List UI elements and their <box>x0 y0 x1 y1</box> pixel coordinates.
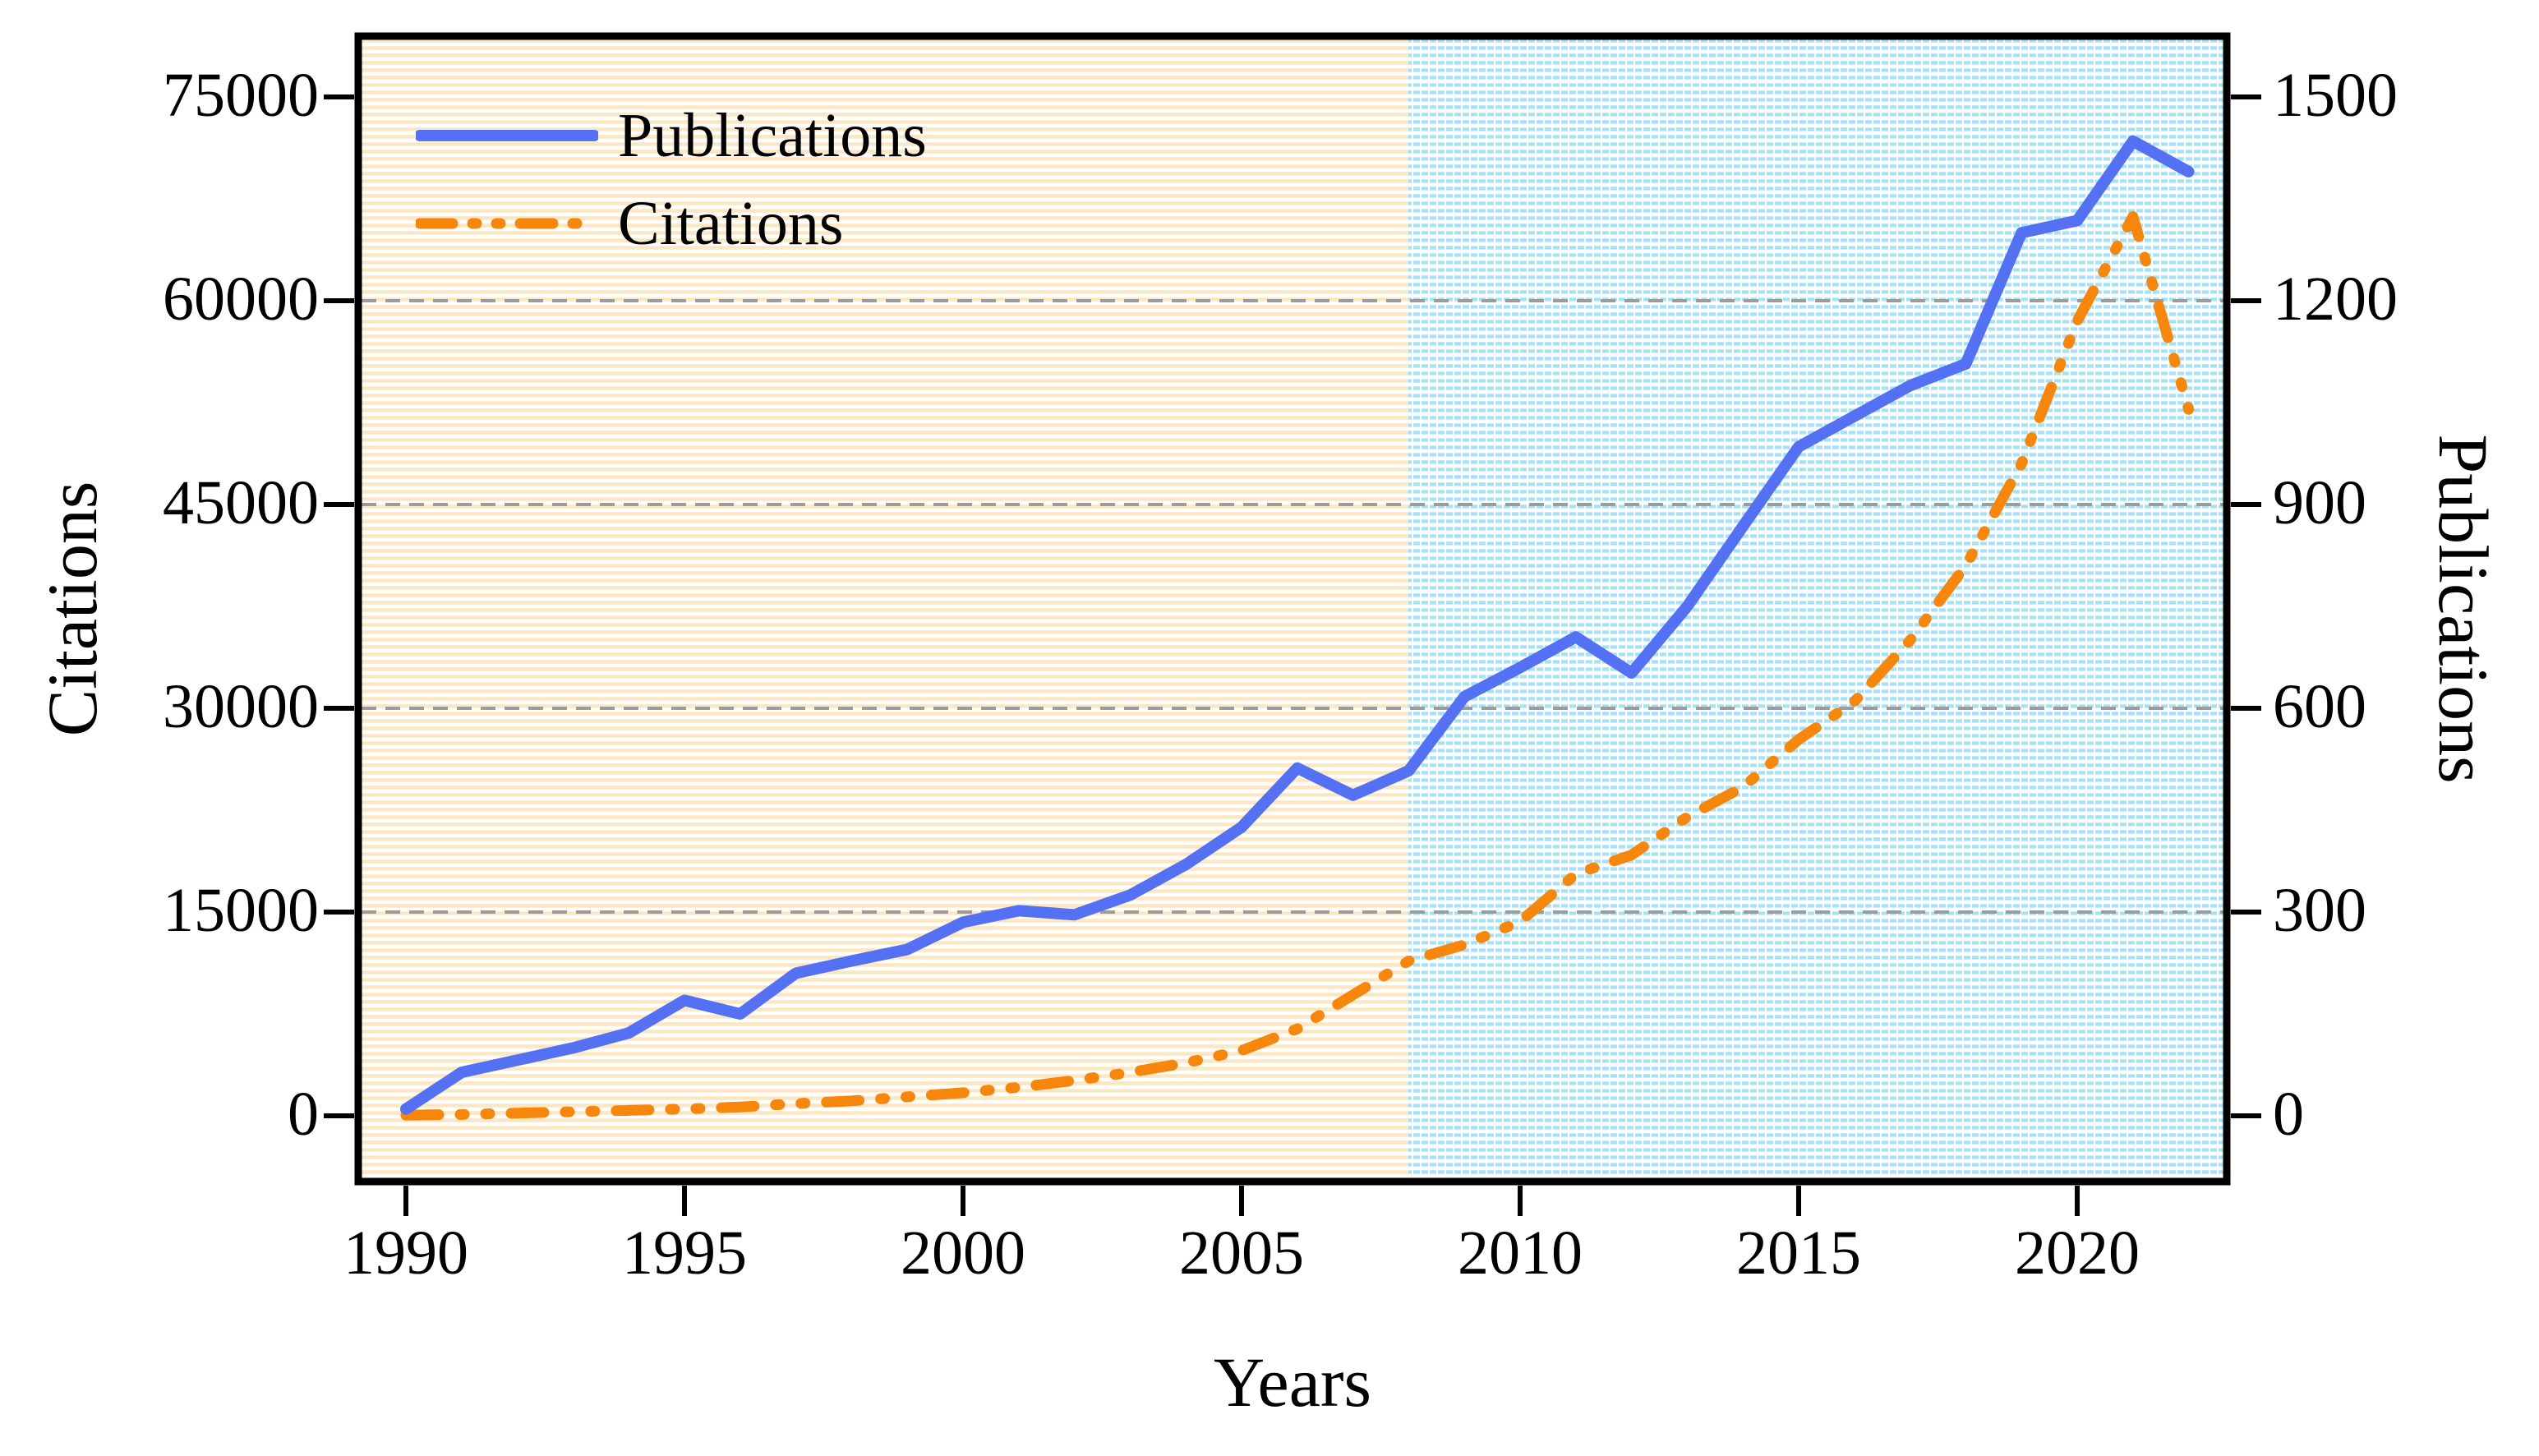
y-right-tick-label-1500: 1500 <box>2273 61 2398 130</box>
y-right-tick-label-600: 600 <box>2273 672 2366 741</box>
y-left-tick-label-0: 0 <box>288 1080 319 1149</box>
y-right-tick-label-1200: 1200 <box>2273 265 2398 334</box>
y-right-tick-label-0: 0 <box>2273 1080 2304 1149</box>
x-tick-label-2015: 2015 <box>1736 1219 1861 1288</box>
gridlines <box>362 299 2223 914</box>
x-tick-label-1990: 1990 <box>343 1219 468 1288</box>
y-left-tick-label-75000: 75000 <box>163 61 319 130</box>
right-axis-title: Publications <box>2424 434 2503 784</box>
x-tick-label-2010: 2010 <box>1458 1219 1583 1288</box>
plot-border <box>354 32 2231 1186</box>
legend-swatch-citations-line <box>416 218 598 229</box>
x-tick-label-1995: 1995 <box>622 1219 747 1288</box>
background-era-2008-2023 <box>1408 36 2227 1182</box>
citations-line <box>400 210 2195 1121</box>
y-right-tick-label-300: 300 <box>2273 876 2366 945</box>
y-left-tick-label-60000: 60000 <box>163 265 319 334</box>
x-tick-label-2000: 2000 <box>901 1219 1025 1288</box>
legend-swatch-publications-line <box>416 130 598 141</box>
legend-label-publications: Publications <box>618 101 927 170</box>
x-tick-label-2020: 2020 <box>2015 1219 2140 1288</box>
x-tick-label-2005: 2005 <box>1179 1219 1304 1288</box>
y-left-tick-label-15000: 15000 <box>163 876 319 945</box>
axis-ticks <box>324 94 2261 1216</box>
y-left-tick-label-45000: 45000 <box>163 468 319 537</box>
y-right-tick-label-900: 900 <box>2273 468 2366 537</box>
legend-item-citations: Citations <box>416 191 843 256</box>
legend-item-publications: Publications <box>416 103 927 168</box>
legend-label-citations: Citations <box>618 189 844 258</box>
publications-line <box>400 135 2195 1115</box>
plot-background <box>358 36 2227 1182</box>
y-left-tick-label-30000: 30000 <box>163 672 319 741</box>
left-axis-title: Citations <box>33 481 112 737</box>
x-axis-title: Years <box>1214 1343 1371 1421</box>
